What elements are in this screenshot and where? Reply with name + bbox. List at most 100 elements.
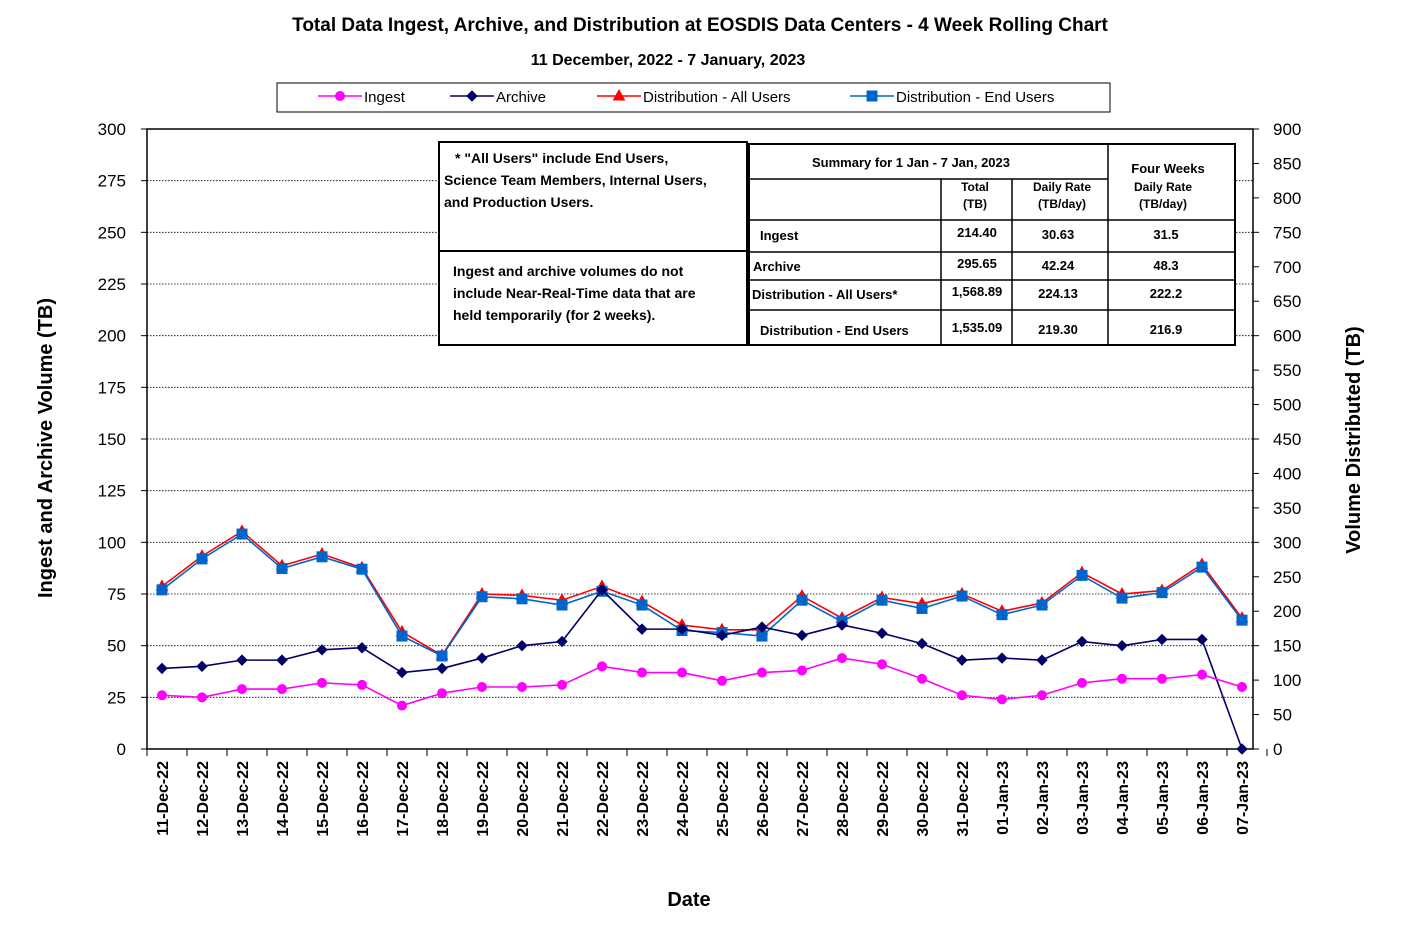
data-point bbox=[276, 654, 288, 666]
data-point bbox=[316, 644, 328, 656]
x-tick-label: 23-Dec-22 bbox=[635, 761, 652, 837]
left-axis-ticks: 0 25 50 75 100 125 150 175 200 225 250 275 300 bbox=[98, 120, 147, 759]
data-point bbox=[596, 584, 608, 596]
data-point bbox=[1117, 673, 1127, 684]
data-point bbox=[1236, 614, 1248, 626]
data-point bbox=[916, 602, 928, 614]
x-tick-label: 31-Dec-22 bbox=[955, 761, 972, 837]
x-tick-label: 15-Dec-22 bbox=[315, 761, 332, 837]
left-tick-label: 0 bbox=[117, 740, 126, 759]
note-line: held temporarily (for 2 weeks). bbox=[453, 307, 655, 323]
x-tick-label: 14-Dec-22 bbox=[275, 761, 292, 837]
table-col-header: Daily Rate bbox=[1134, 180, 1192, 194]
x-tick-label: 27-Dec-22 bbox=[795, 761, 812, 837]
data-point bbox=[396, 666, 408, 679]
note-box-2 bbox=[438, 250, 748, 346]
series-group bbox=[155, 524, 1249, 755]
data-point bbox=[236, 654, 248, 666]
data-point bbox=[796, 629, 808, 642]
data-point bbox=[517, 682, 527, 692]
data-point bbox=[1076, 635, 1088, 648]
note-line: Science Team Members, Internal Users, bbox=[444, 172, 707, 188]
right-axis-ticks: 0 50 100 150 200 250 300 350 400 450 500 550 600 650 7… bbox=[1253, 120, 1301, 759]
data-point bbox=[876, 594, 888, 606]
series-line bbox=[161, 657, 1243, 707]
x-tick-label: 16-Dec-22 bbox=[355, 761, 372, 837]
legend-frame bbox=[276, 82, 1111, 113]
data-point bbox=[157, 690, 167, 701]
data-point bbox=[1196, 633, 1208, 646]
x-tick-label: 17-Dec-22 bbox=[395, 761, 412, 837]
data-point bbox=[796, 594, 808, 606]
right-tick-label: 50 bbox=[1273, 706, 1292, 725]
right-tick-label: 650 bbox=[1273, 292, 1301, 311]
x-tick-label: 25-Dec-22 bbox=[715, 761, 732, 837]
data-point bbox=[757, 667, 767, 678]
table-cell-total: 1,568.89 bbox=[952, 284, 1003, 299]
left-tick-label: 25 bbox=[107, 688, 126, 707]
data-point bbox=[597, 661, 607, 672]
data-point bbox=[276, 563, 288, 575]
data-point bbox=[876, 627, 888, 639]
x-tick-label: 21-Dec-22 bbox=[555, 761, 572, 837]
data-point bbox=[237, 684, 247, 695]
data-point bbox=[836, 619, 848, 631]
data-point bbox=[677, 667, 687, 678]
table-cell-daily: 224.13 bbox=[1038, 286, 1078, 301]
data-point bbox=[196, 553, 208, 565]
right-tick-label: 600 bbox=[1273, 327, 1301, 346]
right-tick-label: 900 bbox=[1273, 120, 1301, 139]
right-tick-label: 400 bbox=[1273, 464, 1301, 483]
data-point bbox=[156, 584, 168, 596]
x-tick-label: 02-Jan-23 bbox=[1035, 761, 1052, 835]
table-cell-four-weeks: 216.9 bbox=[1150, 322, 1183, 337]
data-point bbox=[797, 665, 807, 676]
data-point bbox=[516, 639, 528, 652]
right-tick-label: 200 bbox=[1273, 602, 1301, 621]
table-row-label: Distribution - End Users bbox=[760, 323, 909, 338]
x-tick-label: 04-Jan-23 bbox=[1115, 761, 1132, 835]
data-point bbox=[356, 563, 368, 575]
data-point bbox=[316, 551, 328, 563]
data-point bbox=[317, 677, 327, 688]
x-tick-label: 07-Jan-23 bbox=[1235, 761, 1252, 835]
data-point bbox=[1036, 599, 1048, 611]
data-point bbox=[197, 692, 207, 703]
data-point bbox=[717, 675, 727, 686]
x-tick-label: 19-Dec-22 bbox=[475, 761, 492, 837]
left-tick-label: 300 bbox=[98, 120, 126, 139]
data-point bbox=[397, 700, 407, 711]
note-line: * "All Users" include End Users, bbox=[455, 150, 668, 166]
table-row-label: Archive bbox=[753, 259, 801, 274]
right-tick-label: 550 bbox=[1273, 361, 1301, 380]
summary-table-frame bbox=[748, 143, 1236, 346]
x-tick-label: 29-Dec-22 bbox=[875, 761, 892, 837]
data-point bbox=[676, 623, 688, 635]
right-tick-label: 850 bbox=[1273, 154, 1301, 173]
data-point bbox=[1036, 654, 1048, 666]
data-point bbox=[716, 629, 728, 642]
data-point bbox=[957, 690, 967, 701]
data-point bbox=[556, 635, 568, 648]
table-cell-total: 1,535.09 bbox=[952, 320, 1003, 335]
x-tick-label: 12-Dec-22 bbox=[195, 761, 212, 837]
x-tick-label: 30-Dec-22 bbox=[915, 761, 932, 837]
data-point bbox=[436, 662, 448, 675]
table-cell-four-weeks: 222.2 bbox=[1150, 286, 1183, 301]
legend: Ingest Archive Distribution - All Users Dis… bbox=[276, 82, 1111, 113]
x-axis-label: Date bbox=[667, 889, 710, 911]
series-line bbox=[161, 588, 1243, 750]
table-col-header: Daily Rate bbox=[1033, 180, 1091, 194]
table-col-header: Total bbox=[961, 180, 989, 194]
left-tick-label: 75 bbox=[107, 585, 126, 604]
data-point bbox=[335, 91, 345, 101]
left-tick-label: 50 bbox=[107, 637, 126, 656]
data-point bbox=[1196, 561, 1208, 573]
x-tick-label: 13-Dec-22 bbox=[235, 761, 252, 837]
data-point bbox=[1116, 639, 1128, 652]
data-point bbox=[636, 599, 648, 611]
data-point bbox=[997, 694, 1007, 705]
data-point bbox=[476, 652, 488, 664]
data-point bbox=[196, 660, 208, 673]
data-point bbox=[956, 654, 968, 666]
